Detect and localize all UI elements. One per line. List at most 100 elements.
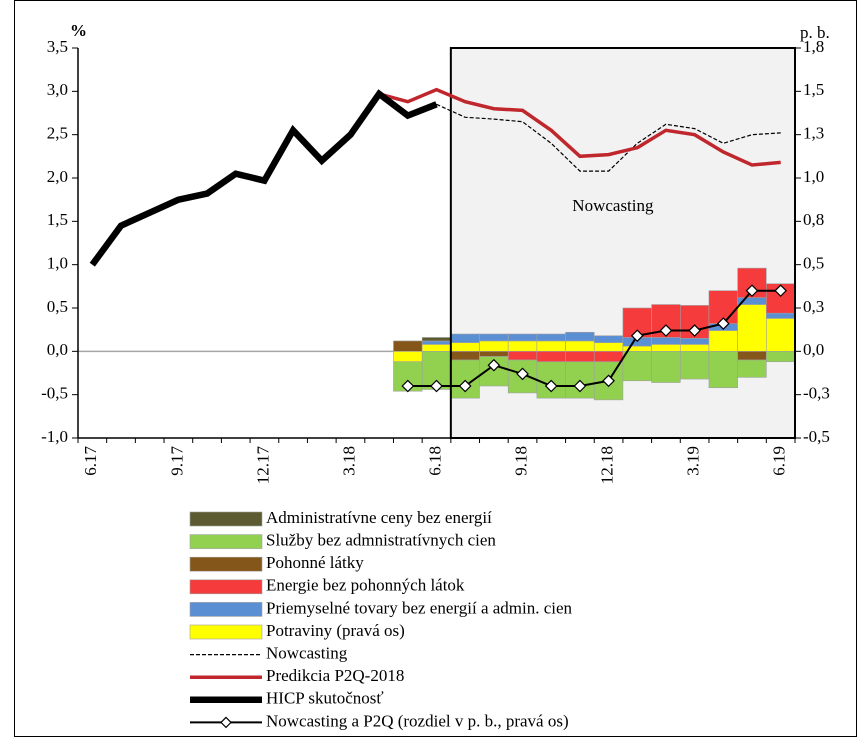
y-tick-label: 0,5: [47, 297, 68, 316]
legend-label: Služby bez admnistratívnych cien: [266, 531, 496, 550]
y-tick-label: -0,5: [41, 384, 68, 403]
marker: [573, 379, 587, 393]
marker: [602, 374, 615, 388]
bar: [536, 351, 566, 363]
x-tick-label: 3.18: [339, 446, 358, 476]
bar: [766, 312, 796, 319]
bar: [622, 351, 652, 382]
bar: [651, 351, 681, 383]
legend-swatch: [189, 579, 263, 595]
bar: [507, 351, 538, 361]
y-tick-label: 3,5: [47, 37, 68, 56]
marker: [487, 358, 501, 372]
legend-label: Energie bez pohonných látok: [266, 576, 465, 595]
bar: [450, 342, 480, 352]
marker: [716, 317, 730, 330]
marker: [430, 379, 443, 393]
bar: [565, 340, 595, 352]
legend-label: Nowcasting: [266, 644, 348, 663]
bar: [708, 351, 738, 389]
bar: [593, 342, 624, 352]
bar: [766, 318, 796, 352]
annotation: Nowcasting: [572, 196, 654, 215]
y2-tick-label: 0,0: [803, 340, 824, 359]
y2-tick-label: -0,3: [803, 384, 830, 403]
bar: [593, 351, 624, 363]
y-tick-label: -1,0: [41, 427, 68, 446]
bar: [651, 337, 681, 345]
legend-swatch: [189, 556, 263, 572]
marker: [630, 329, 644, 343]
legend-swatch: [189, 602, 263, 617]
y2-tick-label: 0,5: [803, 254, 824, 273]
bar: [421, 344, 452, 352]
marker: [458, 379, 472, 393]
legend-swatch: [189, 511, 263, 527]
y2-tick-label: 1,3: [803, 124, 824, 143]
marker: [659, 324, 673, 337]
line: [378, 87, 781, 167]
marker: [688, 324, 701, 337]
y-tick-label: 2,0: [47, 167, 68, 186]
bar: [679, 338, 710, 345]
legend-marker: [220, 716, 232, 729]
legend-label: Nowcasting a P2Q (rozdiel v p. b., pravá…: [266, 711, 569, 730]
y2-tick-label: 1,5: [803, 80, 824, 99]
bar: [565, 351, 595, 363]
x-tick-label: 6.17: [81, 446, 100, 476]
y2-tick-label: 0,3: [803, 297, 824, 316]
bar: [393, 340, 423, 352]
bar: [450, 351, 480, 361]
y2-tick-label: 1,0: [803, 167, 824, 186]
bar: [737, 304, 767, 352]
y2-axis-label: p. b.: [800, 23, 830, 42]
y-tick-label: 2,5: [47, 124, 68, 143]
marker: [401, 379, 415, 393]
bar: [421, 340, 452, 345]
y2-tick-label: -0,5: [803, 427, 830, 446]
bar: [737, 267, 767, 298]
legend-label: Pohonné látky: [266, 553, 364, 572]
x-tick-label: 6.18: [425, 446, 444, 476]
bar: [737, 359, 767, 378]
bar: [393, 351, 423, 363]
bar: [593, 335, 624, 343]
line: [436, 103, 781, 172]
legend-label: Potraviny (pravá os): [266, 621, 405, 640]
y2-tick-label: 1,8: [803, 37, 824, 56]
bar: [679, 351, 710, 380]
y-tick-label: 1,5: [47, 210, 68, 229]
legend-label: Administratívne ceny bez energií: [266, 508, 492, 527]
x-tick-label: 3.19: [684, 446, 703, 476]
legend-swatch: [189, 534, 263, 549]
bar: [651, 344, 681, 352]
y-tick-label: 1,0: [47, 254, 68, 273]
legend-label: Priemyselné tovary bez energií a admin. …: [266, 598, 573, 617]
x-tick-label: 12.18: [597, 446, 616, 484]
bar: [450, 333, 480, 343]
y2-tick-label: 0,8: [803, 210, 824, 229]
x-tick-label: 9.17: [167, 446, 186, 476]
bar: [708, 330, 738, 352]
bar: [679, 344, 710, 352]
bar: [479, 333, 509, 342]
x-tick-label: 6.19: [770, 446, 789, 476]
x-tick-label: 12.17: [253, 446, 272, 485]
bar: [421, 337, 452, 342]
marker: [774, 284, 788, 298]
line: [89, 89, 438, 267]
x-tick-label: 9.18: [511, 446, 530, 476]
marker: [516, 367, 529, 381]
marker: [544, 379, 558, 393]
legend-label: Predikcia P2Q-2018: [266, 666, 404, 685]
bar: [507, 340, 538, 352]
marker: [745, 284, 759, 298]
y-tick-label: 0,0: [47, 340, 68, 359]
bar: [565, 331, 595, 342]
legend-swatch: [189, 624, 263, 640]
bar: [479, 351, 509, 357]
bar: [536, 340, 566, 352]
legend-label: HICP skutočnosť: [266, 689, 384, 708]
bar: [507, 333, 538, 342]
